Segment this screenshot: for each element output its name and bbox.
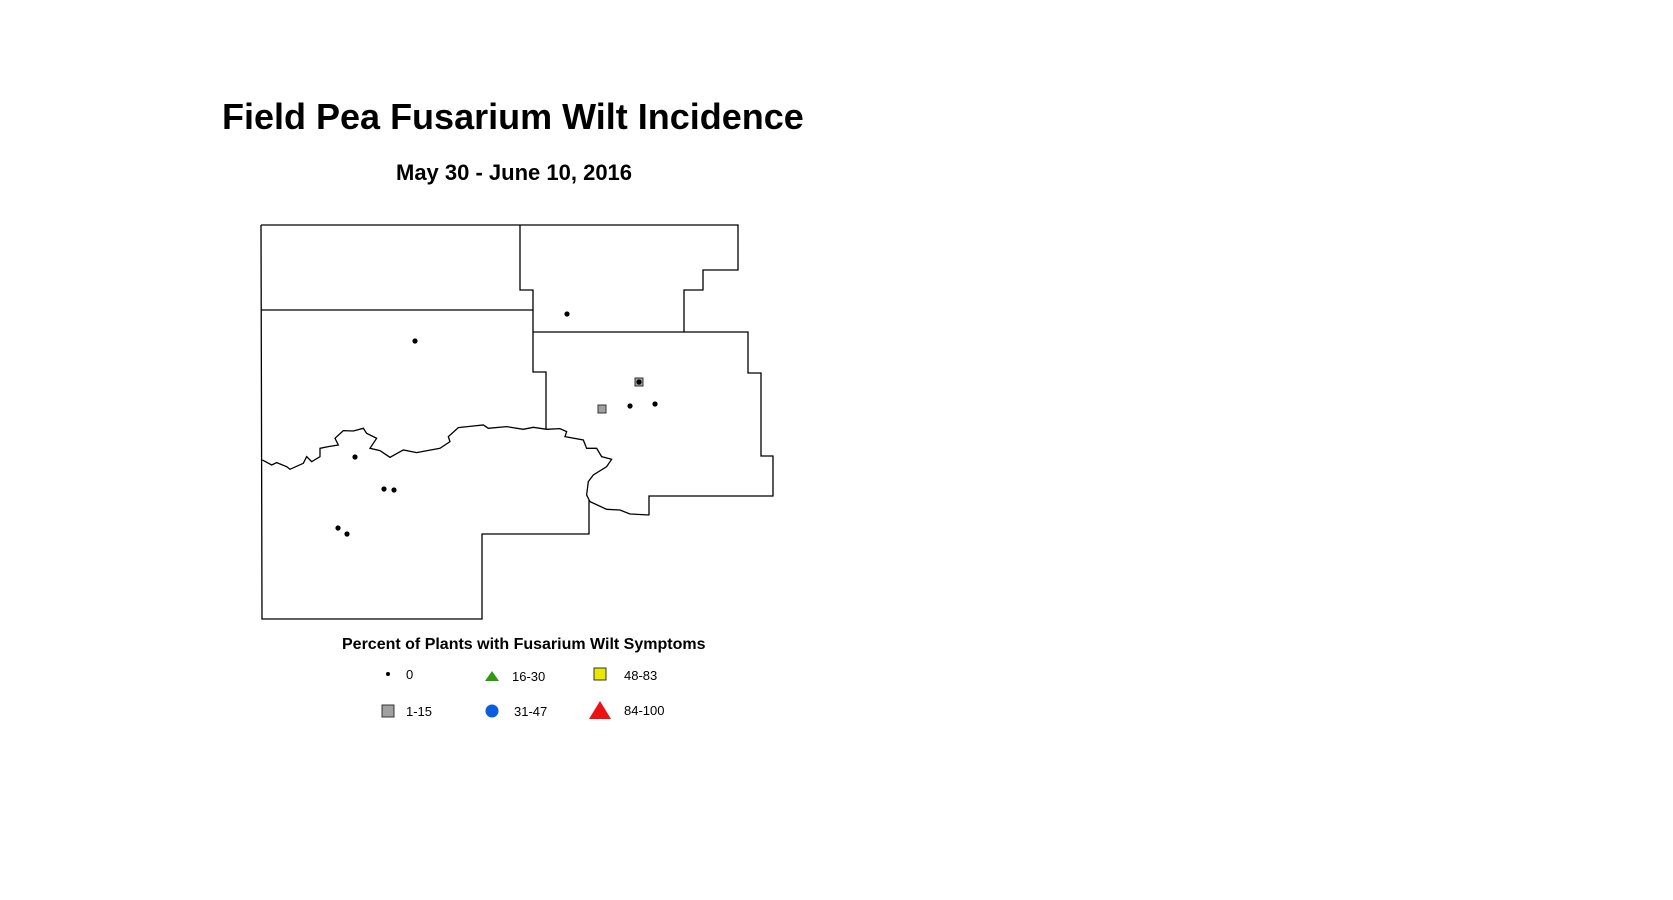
sample-point	[564, 311, 570, 317]
sample-point	[335, 525, 341, 531]
map-title: Field Pea Fusarium Wilt Incidence	[222, 96, 804, 137]
sample-point	[597, 404, 607, 414]
legend-symbol-1-15	[381, 704, 395, 718]
sample-points	[335, 311, 658, 537]
county-boundaries	[260, 224, 774, 620]
river-boundary	[262, 425, 649, 515]
legend-label-0: 0	[406, 667, 414, 682]
legend-label-16-30: 16-30	[512, 669, 546, 684]
sample-point	[381, 486, 387, 492]
legend-symbols	[381, 667, 611, 719]
sample-point	[627, 403, 633, 409]
legend-title: Percent of Plants with Fusarium Wilt Sym…	[342, 636, 706, 653]
sample-point	[412, 338, 418, 344]
sample-point	[352, 454, 358, 460]
south-boundary	[260, 224, 590, 620]
sample-point	[391, 487, 397, 493]
sample-point	[652, 401, 658, 407]
sample-point	[344, 531, 350, 537]
sample-point	[636, 379, 642, 385]
legend-label-84-100: 84-100	[624, 703, 665, 718]
map-subtitle: May 30 - June 10, 2016	[396, 160, 633, 185]
legend-symbol-31-47	[485, 704, 499, 718]
legend-symbol-48-83	[593, 667, 607, 681]
legend-symbol-84-100	[589, 701, 611, 719]
legend-label-31-47: 31-47	[514, 704, 548, 719]
legend-label-1-15: 1-15	[406, 704, 433, 719]
legend-symbol-0	[386, 672, 390, 676]
county-line-central-vertical	[519, 225, 547, 429]
legend-symbol-16-30	[485, 671, 499, 681]
legend-label-48-83: 48-83	[624, 668, 658, 683]
outer-boundary	[261, 224, 774, 515]
